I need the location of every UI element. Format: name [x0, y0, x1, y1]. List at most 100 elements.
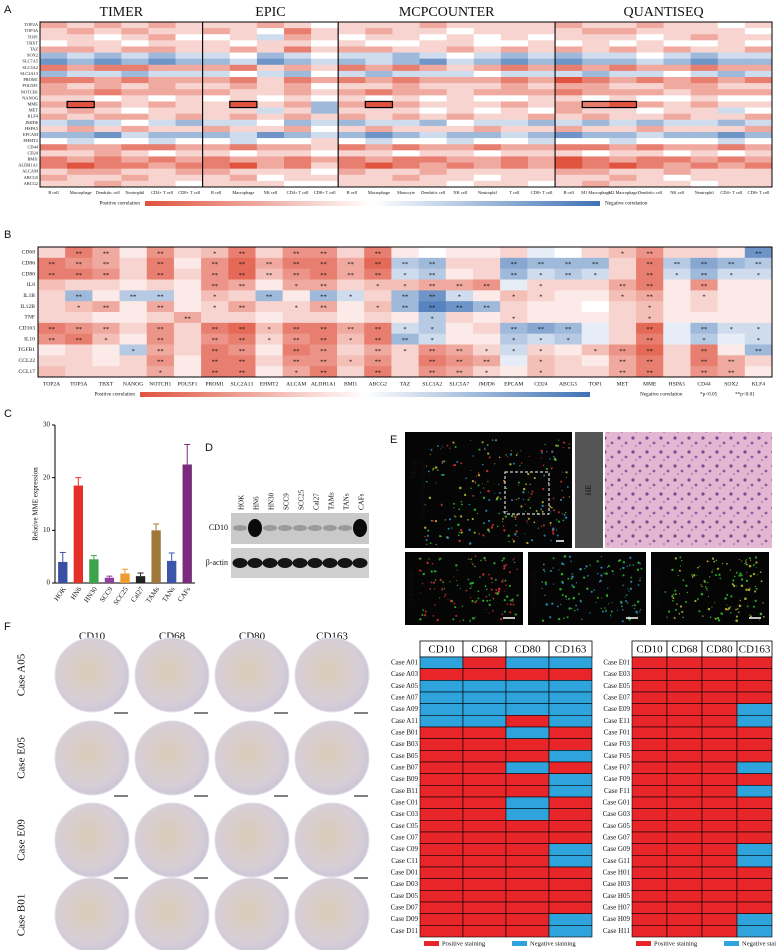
significance: ** — [375, 370, 382, 377]
signal — [502, 510, 505, 513]
signal — [545, 603, 549, 606]
heat-cell — [255, 333, 283, 345]
signal — [468, 542, 472, 545]
signal — [465, 589, 468, 592]
staining-cell — [419, 761, 464, 774]
signal — [540, 508, 543, 511]
signal — [566, 598, 568, 600]
significance: ** — [728, 261, 735, 268]
signal — [705, 587, 708, 590]
band — [262, 558, 278, 568]
heat-cell — [717, 46, 746, 53]
heat-cell — [554, 290, 583, 302]
signal — [627, 588, 629, 590]
heat-cell — [364, 301, 392, 313]
signal — [452, 502, 455, 505]
heat-cell — [309, 322, 338, 334]
signal — [610, 616, 612, 618]
signal — [531, 490, 534, 493]
signal — [487, 528, 490, 532]
heat-cell — [391, 290, 419, 302]
signal — [558, 569, 560, 571]
case-label: Case D03 — [391, 880, 419, 888]
staining-cell — [631, 878, 668, 891]
heat-cell — [338, 28, 366, 35]
signal — [553, 458, 556, 461]
signal — [477, 512, 479, 514]
signal — [714, 602, 716, 604]
heat-cell — [284, 132, 312, 139]
heat-cell — [445, 333, 474, 345]
heat-cell — [419, 34, 447, 41]
heat-cell — [527, 247, 555, 259]
staining-cell — [631, 820, 668, 833]
signal — [636, 600, 640, 603]
heat-cell — [581, 290, 610, 302]
signal — [430, 448, 433, 451]
signal — [556, 444, 560, 447]
heat-cell — [284, 107, 312, 114]
heat-cell — [338, 138, 366, 145]
lane-label: TAMs — [328, 492, 336, 510]
signal — [738, 574, 741, 577]
heat-cell — [528, 52, 556, 59]
heat-cell — [94, 174, 122, 182]
staining-cell — [419, 925, 464, 938]
staining-cell — [548, 750, 593, 763]
heat-cell — [555, 77, 583, 84]
signal — [729, 569, 731, 571]
column-label: CD8+ T cell — [531, 190, 554, 195]
heat-cell — [311, 28, 339, 35]
signal — [562, 496, 565, 499]
tissue-core — [54, 637, 130, 713]
heat-cell — [365, 113, 393, 121]
heat-cell — [663, 113, 691, 121]
heat-cell — [365, 34, 393, 41]
bar — [182, 464, 192, 583]
heat-cell — [500, 344, 528, 356]
heat-cell — [744, 180, 773, 188]
heat-cell — [173, 344, 202, 356]
significance: ** — [456, 305, 463, 312]
signal — [635, 610, 638, 614]
heat-cell — [309, 279, 338, 291]
heat-cell — [201, 333, 229, 345]
heat-cell — [67, 144, 95, 151]
significance: ** — [429, 272, 436, 279]
staining-cell — [462, 855, 507, 868]
signal — [666, 616, 668, 618]
band — [277, 558, 293, 568]
heat-cell — [472, 290, 501, 302]
heat-cell — [744, 366, 773, 378]
heat-cell — [121, 77, 149, 84]
significance: ** — [375, 348, 382, 355]
heat-cell — [609, 156, 637, 163]
heat-cell — [663, 150, 691, 157]
signal — [513, 561, 516, 564]
heat-cell — [92, 344, 120, 356]
column-label: TBXT — [99, 381, 114, 387]
case-label: Case C07 — [391, 833, 419, 841]
signal — [544, 583, 547, 586]
staining-cell — [462, 703, 507, 716]
heat-cell — [173, 290, 202, 302]
heat-cell — [338, 46, 366, 53]
signal — [520, 462, 523, 464]
heat-cell — [202, 40, 231, 47]
heat-cell — [663, 34, 691, 41]
significance: ** — [130, 294, 137, 301]
method-title: MCPCOUNTER — [399, 5, 495, 20]
case-label: Case A09 — [391, 705, 419, 713]
significance: * — [403, 326, 406, 333]
signal — [622, 608, 624, 611]
signal — [556, 605, 559, 608]
staining-cell — [505, 901, 550, 914]
heat-cell — [663, 101, 691, 108]
signal — [423, 572, 426, 575]
staining-cell — [736, 820, 773, 833]
staining-cell — [462, 785, 507, 798]
significance: ** — [157, 348, 164, 355]
signal — [511, 449, 513, 452]
heat-cell — [392, 162, 420, 169]
significance: * — [539, 283, 542, 290]
